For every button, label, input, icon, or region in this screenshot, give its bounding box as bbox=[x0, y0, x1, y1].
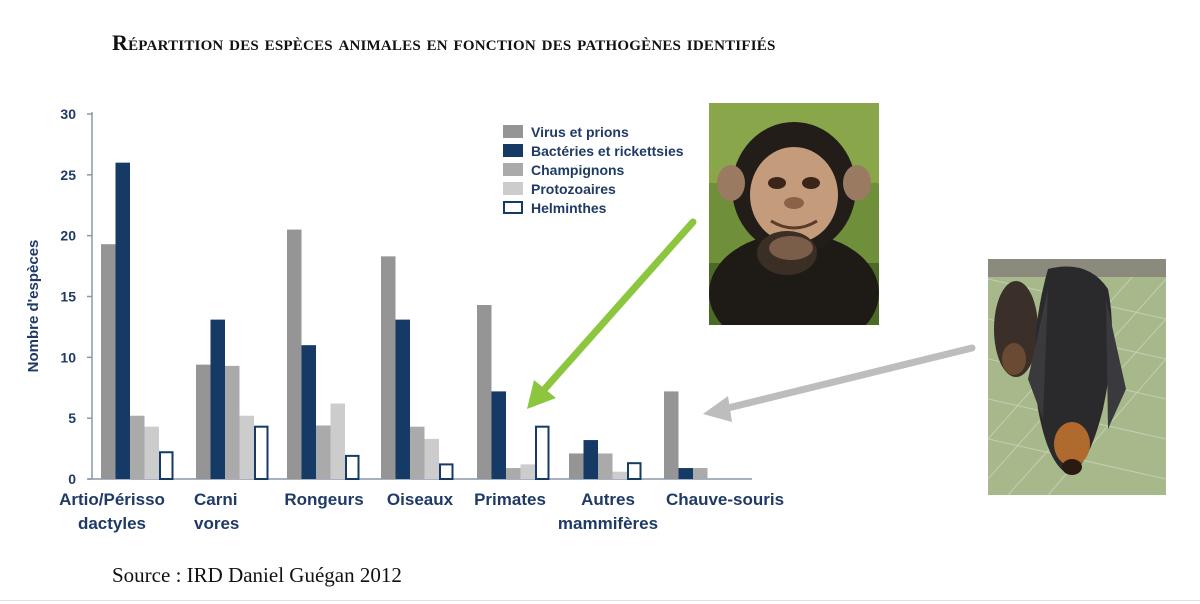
y-tick-label: 25 bbox=[60, 167, 76, 183]
bar bbox=[210, 319, 225, 479]
bar bbox=[664, 391, 679, 479]
bar bbox=[395, 319, 410, 479]
bar bbox=[583, 440, 598, 479]
bar bbox=[144, 426, 159, 479]
bar bbox=[520, 464, 535, 479]
y-tick-label: 10 bbox=[60, 349, 76, 365]
bar bbox=[130, 415, 145, 479]
bat-photo bbox=[988, 259, 1166, 495]
legend-label: Helminthes bbox=[531, 200, 607, 216]
legend-label: Virus et prions bbox=[531, 124, 629, 140]
bar bbox=[101, 244, 116, 479]
y-tick-label: 5 bbox=[68, 410, 76, 426]
x-category-label: Carni bbox=[194, 490, 237, 509]
bar bbox=[345, 454, 360, 480]
bar bbox=[569, 453, 584, 479]
bottom-divider bbox=[0, 600, 1200, 601]
bar bbox=[196, 364, 211, 479]
x-category-label: Artio/Périsso bbox=[59, 490, 165, 509]
green-arrow-shaft bbox=[538, 218, 697, 396]
bar bbox=[598, 453, 613, 479]
bar bbox=[477, 305, 492, 479]
green-arrow-head bbox=[527, 380, 556, 409]
chimpanzee-photo bbox=[709, 103, 879, 325]
bar bbox=[330, 403, 345, 479]
bar bbox=[506, 468, 521, 479]
x-category-label: Chauve-souris bbox=[666, 490, 784, 509]
bar bbox=[239, 415, 254, 479]
bar bbox=[225, 365, 240, 479]
legend-label: Champignons bbox=[531, 162, 625, 178]
bar bbox=[535, 425, 550, 480]
x-category-label: Autres bbox=[581, 490, 635, 509]
legend-swatch bbox=[503, 144, 523, 157]
gray-arrow-shaft bbox=[724, 344, 976, 412]
y-axis-label: Nombre d'espèces bbox=[25, 240, 42, 373]
x-category-label: mammifères bbox=[558, 514, 658, 533]
legend-swatch bbox=[503, 201, 523, 214]
bar bbox=[316, 425, 331, 479]
y-tick-label: 20 bbox=[60, 228, 76, 244]
bar bbox=[301, 345, 316, 479]
x-category-label: Primates bbox=[474, 490, 546, 509]
source-caption: Source : IRD Daniel Guégan 2012 bbox=[112, 563, 402, 587]
x-category-label: vores bbox=[194, 514, 239, 533]
x-category-label: Oiseaux bbox=[387, 490, 454, 509]
bar bbox=[254, 425, 269, 480]
y-tick-label: 15 bbox=[60, 289, 76, 305]
legend-swatch bbox=[503, 163, 523, 176]
legend-label: Protozoaires bbox=[531, 181, 616, 197]
bar bbox=[287, 229, 302, 479]
legend-label: Bactéries et rickettsies bbox=[531, 143, 684, 159]
x-category-label: dactyles bbox=[78, 514, 146, 533]
bar bbox=[115, 162, 130, 479]
bar bbox=[410, 426, 425, 479]
bar bbox=[381, 256, 396, 479]
bar bbox=[491, 391, 506, 479]
bar bbox=[424, 438, 439, 479]
bar bbox=[693, 468, 708, 479]
y-tick-label: 30 bbox=[60, 106, 76, 122]
bar bbox=[612, 471, 627, 479]
bar bbox=[678, 468, 693, 479]
x-category-label: Rongeurs bbox=[284, 490, 363, 509]
legend-swatch bbox=[503, 182, 523, 195]
gray-arrow-head bbox=[703, 396, 732, 422]
bar bbox=[159, 451, 174, 481]
y-tick-label: 0 bbox=[68, 471, 76, 487]
legend-swatch bbox=[503, 125, 523, 138]
bar bbox=[627, 462, 642, 480]
chart-title: Répartition des espèces animales en fonc… bbox=[112, 30, 776, 55]
bar bbox=[439, 463, 454, 480]
